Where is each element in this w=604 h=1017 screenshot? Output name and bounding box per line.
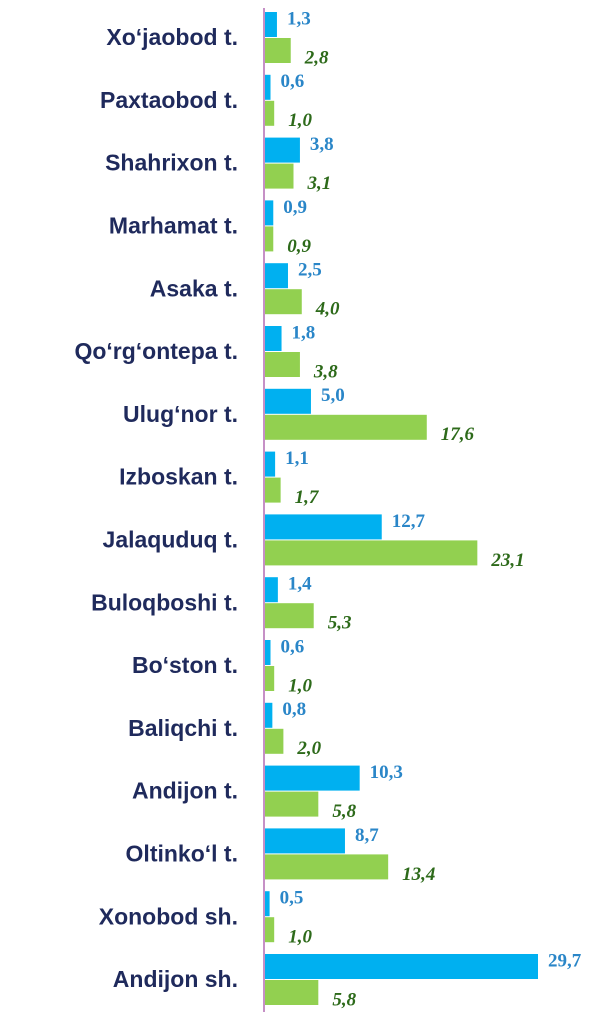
category-label: Andijon sh.	[113, 966, 238, 992]
bar	[265, 451, 276, 477]
value-label: 1,1	[285, 448, 309, 469]
bar	[265, 640, 271, 665]
value-label: 23,1	[490, 550, 524, 571]
value-label: 0,6	[281, 71, 305, 92]
value-label: 2,5	[298, 260, 322, 281]
bar	[265, 540, 478, 566]
value-label: 0,5	[280, 888, 304, 909]
category-label: Oltinko‘l t.	[126, 840, 238, 866]
category-label: Ulug‘nor t.	[123, 401, 238, 427]
category-label: Asaka t.	[150, 275, 238, 301]
value-label: 0,9	[283, 197, 307, 218]
value-label: 4,0	[315, 299, 340, 320]
value-label: 1,7	[295, 487, 320, 508]
value-label: 1,3	[287, 8, 311, 29]
value-label: 1,0	[288, 110, 312, 131]
category-label: Qo‘rg‘ontepa t.	[74, 338, 238, 364]
bar	[265, 854, 389, 880]
value-label: 12,7	[392, 511, 426, 532]
value-label: 5,3	[328, 613, 352, 634]
bar	[265, 326, 282, 351]
bar	[265, 728, 284, 754]
bar	[265, 791, 319, 817]
value-label: 0,9	[287, 236, 311, 257]
bar	[265, 352, 300, 377]
value-label: 5,8	[332, 989, 356, 1010]
category-label: Baliqchi t.	[128, 715, 238, 741]
bar	[265, 980, 319, 1005]
bar	[265, 263, 288, 289]
category-label: Xo‘jaobod t.	[106, 24, 238, 50]
bar	[265, 12, 277, 37]
bar	[265, 702, 273, 728]
bar	[265, 917, 275, 943]
value-label: 29,7	[548, 950, 582, 971]
value-label: 3,1	[306, 173, 331, 194]
bar	[265, 100, 275, 126]
bar	[265, 828, 345, 854]
category-label: Jalaquduq t.	[103, 526, 238, 552]
category-label: Shahrixon t.	[105, 150, 238, 176]
value-label: 1,0	[288, 927, 312, 948]
value-label: 5,0	[321, 385, 345, 406]
value-label: 17,6	[441, 424, 475, 445]
value-label: 10,3	[370, 762, 403, 783]
bar	[265, 74, 271, 100]
category-label: Xonobod sh.	[99, 903, 238, 929]
category-label: Marhamat t.	[109, 212, 238, 238]
bar	[265, 137, 300, 163]
value-label: 3,8	[313, 361, 338, 382]
category-label: Buloqboshi t.	[91, 589, 238, 615]
value-label: 0,8	[282, 699, 306, 720]
bar	[265, 765, 360, 791]
bar	[265, 388, 311, 414]
bar	[265, 666, 275, 691]
bar	[265, 200, 274, 226]
bar	[265, 603, 314, 629]
bar	[265, 163, 294, 189]
value-label: 2,8	[304, 47, 329, 68]
bar	[265, 38, 291, 63]
bar	[265, 891, 270, 917]
bar	[265, 514, 382, 540]
category-label: Izboskan t.	[119, 464, 238, 490]
value-label: 1,0	[288, 675, 312, 696]
value-label: 8,7	[355, 825, 379, 846]
value-label: 5,8	[332, 801, 356, 822]
bar	[265, 577, 278, 603]
category-label: Bo‘ston t.	[132, 652, 238, 678]
bar	[265, 954, 538, 979]
bar	[265, 477, 281, 503]
category-label: Andijon t.	[132, 778, 238, 804]
value-label: 1,4	[288, 574, 312, 595]
value-label: 13,4	[402, 864, 435, 885]
bar	[265, 226, 274, 252]
value-label: 2,0	[296, 738, 321, 759]
value-label: 0,6	[281, 636, 305, 657]
bar	[265, 414, 427, 440]
value-label: 1,8	[292, 322, 316, 343]
bar	[265, 289, 302, 315]
value-label: 3,8	[310, 134, 334, 155]
category-label: Paxtaobod t.	[100, 87, 238, 113]
